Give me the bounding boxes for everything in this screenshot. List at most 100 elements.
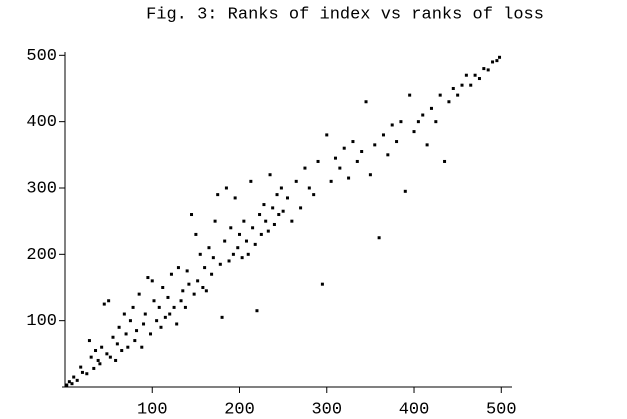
point <box>456 93 460 97</box>
point <box>196 279 200 283</box>
point <box>255 309 259 313</box>
point <box>277 213 281 217</box>
point <box>187 282 191 286</box>
point <box>266 229 270 233</box>
point <box>87 339 91 343</box>
y-tick-label: 100 <box>26 312 57 331</box>
point <box>262 203 266 207</box>
point <box>377 236 381 240</box>
point <box>386 153 390 157</box>
point <box>438 93 442 97</box>
point <box>390 123 394 127</box>
point <box>150 279 154 283</box>
point <box>403 189 407 193</box>
point <box>67 380 71 384</box>
point <box>210 272 214 276</box>
point <box>240 256 244 260</box>
point <box>233 196 237 200</box>
point <box>220 315 224 319</box>
point <box>258 213 262 217</box>
point <box>477 77 481 81</box>
point <box>194 232 198 236</box>
point <box>198 252 202 256</box>
point <box>89 355 93 359</box>
point <box>338 166 342 170</box>
point <box>207 246 211 250</box>
point <box>408 93 412 97</box>
point <box>140 345 144 349</box>
point <box>75 378 79 382</box>
point <box>368 173 372 177</box>
point <box>169 272 173 276</box>
point <box>259 232 263 236</box>
point <box>307 186 311 190</box>
point <box>211 256 215 260</box>
point <box>482 67 486 71</box>
point <box>203 266 207 270</box>
point <box>166 295 170 299</box>
point <box>102 302 106 306</box>
point <box>115 342 119 346</box>
point <box>213 219 217 223</box>
point <box>223 239 227 243</box>
point <box>429 106 433 110</box>
point <box>373 143 377 147</box>
point <box>294 179 298 183</box>
point <box>227 259 231 263</box>
point <box>190 213 194 217</box>
point <box>72 375 76 379</box>
point <box>94 349 98 353</box>
point <box>124 332 128 336</box>
point <box>231 252 235 256</box>
x-tick-label: 300 <box>311 400 342 419</box>
point <box>316 159 320 163</box>
point <box>268 173 272 177</box>
point <box>312 193 316 197</box>
point <box>351 140 355 144</box>
y-tick-label: 200 <box>26 246 57 265</box>
point <box>281 209 285 213</box>
point <box>395 140 399 144</box>
point <box>412 130 416 134</box>
point <box>272 222 276 226</box>
chart-title: Fig. 3: Ranks of index vs ranks of loss <box>146 5 544 24</box>
point <box>451 86 455 90</box>
x-tick-label: 200 <box>224 400 255 419</box>
point <box>238 232 242 236</box>
point <box>216 193 220 197</box>
point <box>126 345 130 349</box>
point <box>347 176 351 180</box>
point <box>128 319 132 323</box>
point <box>251 226 255 230</box>
point <box>242 219 246 223</box>
point <box>473 73 477 77</box>
point <box>111 335 115 339</box>
point <box>229 226 233 230</box>
point <box>443 159 447 163</box>
point <box>192 292 196 296</box>
point <box>299 206 303 210</box>
point <box>224 186 228 190</box>
point <box>152 299 156 303</box>
point <box>65 383 69 387</box>
point <box>498 55 502 59</box>
point <box>460 83 464 87</box>
point <box>137 292 141 296</box>
point <box>85 372 89 376</box>
point <box>434 120 438 124</box>
point <box>249 179 253 183</box>
point <box>425 143 429 147</box>
point <box>155 319 159 323</box>
point <box>105 352 109 356</box>
point <box>143 312 147 316</box>
point <box>244 239 248 243</box>
point <box>236 246 240 250</box>
point <box>275 193 279 197</box>
point <box>364 100 368 104</box>
point <box>286 196 289 200</box>
point <box>246 252 250 256</box>
point <box>204 289 208 293</box>
point <box>333 156 337 160</box>
